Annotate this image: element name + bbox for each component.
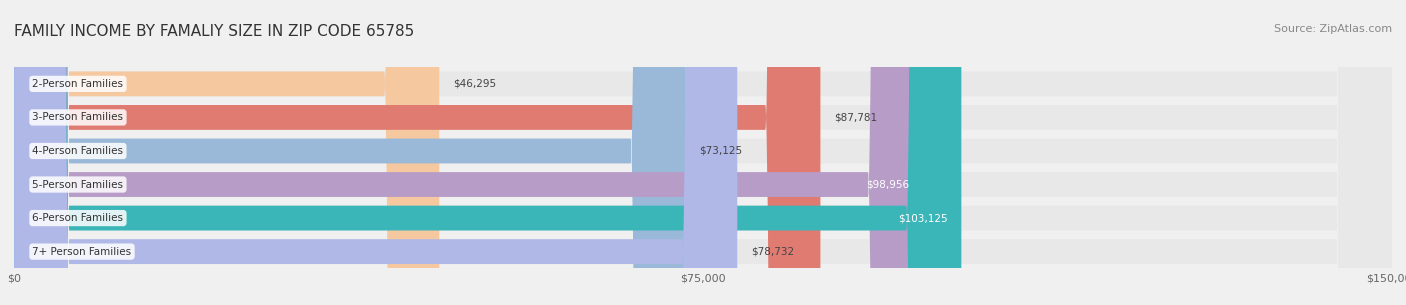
FancyBboxPatch shape (14, 0, 1392, 305)
Text: 7+ Person Families: 7+ Person Families (32, 247, 132, 257)
FancyBboxPatch shape (14, 0, 1392, 305)
Text: $46,295: $46,295 (453, 79, 496, 89)
FancyBboxPatch shape (14, 0, 737, 305)
Text: 3-Person Families: 3-Person Families (32, 113, 124, 122)
FancyBboxPatch shape (14, 0, 439, 305)
Text: FAMILY INCOME BY FAMALIY SIZE IN ZIP CODE 65785: FAMILY INCOME BY FAMALIY SIZE IN ZIP COD… (14, 24, 415, 39)
Text: 6-Person Families: 6-Person Families (32, 213, 124, 223)
FancyBboxPatch shape (14, 0, 821, 305)
Text: $87,781: $87,781 (834, 113, 877, 122)
Text: $78,732: $78,732 (751, 247, 794, 257)
FancyBboxPatch shape (14, 0, 1392, 305)
FancyBboxPatch shape (14, 0, 686, 305)
FancyBboxPatch shape (14, 0, 924, 305)
FancyBboxPatch shape (14, 0, 1392, 305)
FancyBboxPatch shape (14, 0, 962, 305)
Text: 2-Person Families: 2-Person Families (32, 79, 124, 89)
Text: $73,125: $73,125 (700, 146, 742, 156)
FancyBboxPatch shape (14, 0, 1392, 305)
Text: 5-Person Families: 5-Person Families (32, 180, 124, 189)
Text: Source: ZipAtlas.com: Source: ZipAtlas.com (1274, 24, 1392, 34)
Text: 4-Person Families: 4-Person Families (32, 146, 124, 156)
Text: $98,956: $98,956 (866, 180, 910, 189)
FancyBboxPatch shape (14, 0, 1392, 305)
Text: $103,125: $103,125 (898, 213, 948, 223)
